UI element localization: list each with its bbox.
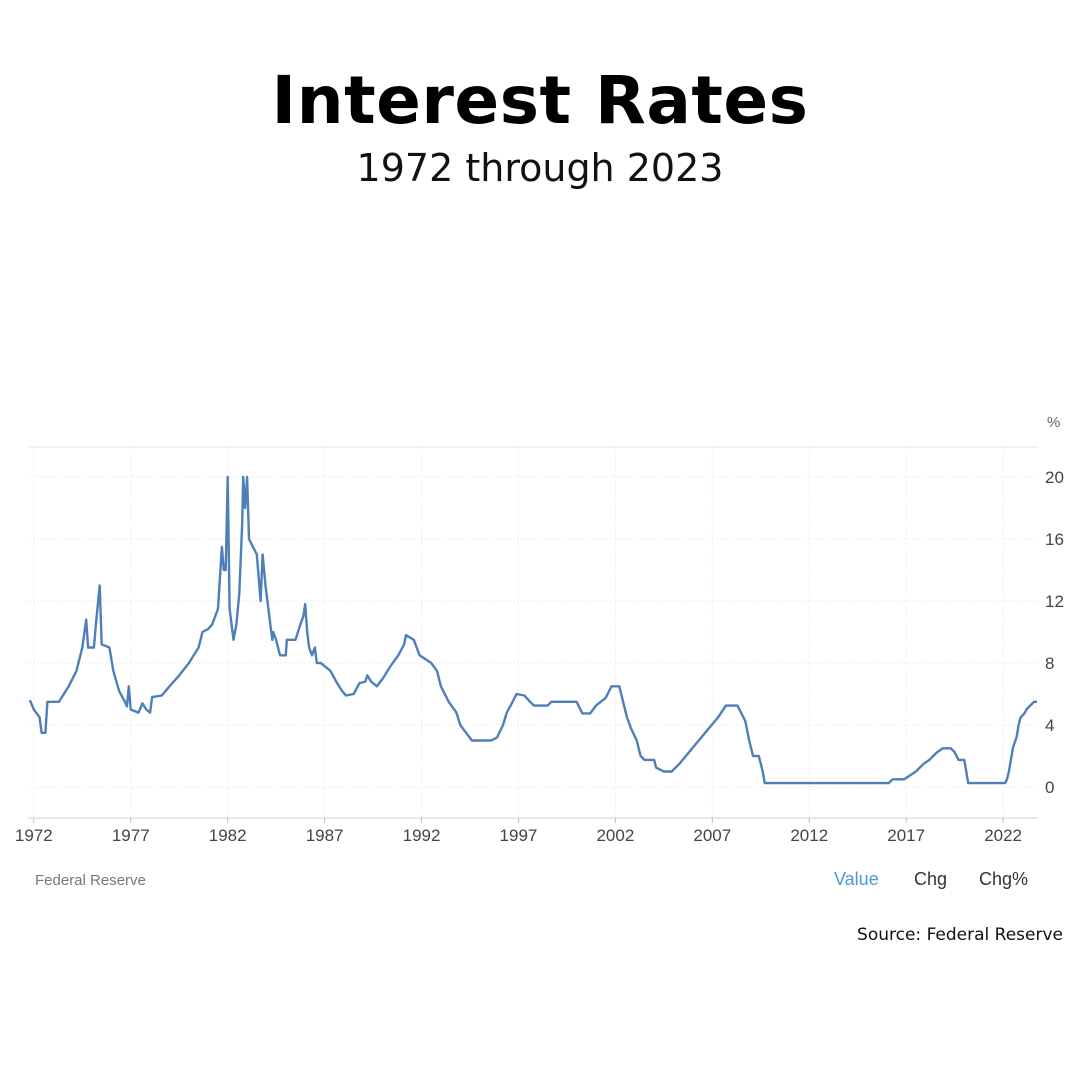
page-title: Interest Rates — [271, 62, 809, 139]
y-tick-label: 16 — [1045, 530, 1064, 549]
view-tabs: Value Chg Chg% — [0, 869, 1080, 893]
x-tick-label: 2012 — [790, 826, 828, 845]
x-tick-label: 1992 — [403, 826, 441, 845]
source-note: Source: Federal Reserve — [857, 925, 1063, 945]
x-tick-label: 1982 — [209, 826, 247, 845]
tab-value[interactable]: Value — [834, 869, 879, 889]
x-tick-label: 2017 — [887, 826, 925, 845]
series-line-0 — [28, 475, 1037, 785]
y-tick-label: 12 — [1045, 592, 1064, 611]
x-tick-label: 1987 — [306, 826, 344, 845]
page-subtitle: 1972 through 2023 — [356, 146, 724, 190]
tab-chg[interactable]: Chg — [914, 869, 948, 889]
tab-chg-percent[interactable]: Chg% — [979, 869, 1029, 889]
y-axis-unit-label: % — [1047, 414, 1060, 431]
x-tick-label: 1972 — [15, 826, 53, 845]
y-tick-label: 20 — [1045, 468, 1064, 487]
x-tick-label: 2007 — [693, 826, 731, 845]
x-tick-label: 2022 — [984, 826, 1022, 845]
y-tick-label: 0 — [1045, 778, 1054, 797]
y-tick-label: 4 — [1045, 716, 1054, 735]
y-tick-label: 8 — [1045, 654, 1054, 673]
x-tick-label: 1977 — [112, 826, 150, 845]
x-tick-label: 2002 — [596, 826, 634, 845]
data-provider-label: Federal Reserve — [35, 872, 146, 889]
x-tick-label: 1997 — [500, 826, 538, 845]
